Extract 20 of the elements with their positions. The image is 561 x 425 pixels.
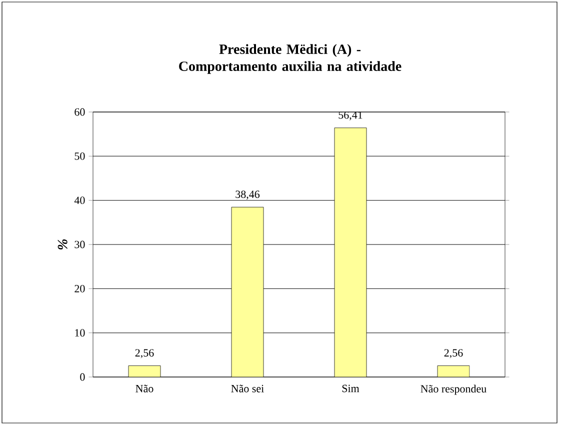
x-tick-label: Sim (342, 384, 360, 392)
data-label: 38,46 (236, 190, 260, 200)
y-tick-label: 10 (75, 329, 85, 337)
bar (334, 128, 367, 377)
y-tick-label: 20 (74, 284, 85, 292)
x-tick-label: Não (136, 384, 154, 392)
chart-title: Presidente Mëdici (A) - Comportamento auxilia na atividade (179, 44, 402, 74)
bar (128, 366, 161, 377)
y-tick-label: 60 (74, 108, 85, 116)
x-tick-label: Não sei (231, 384, 264, 392)
data-label: 2,56 (135, 349, 154, 358)
bar (231, 206, 264, 377)
y-tick-label: 50 (74, 152, 85, 160)
y-tick-label: 0 (80, 373, 85, 381)
y-tick-label: 30 (74, 240, 85, 248)
x-tick-label: Não respondeu (420, 384, 486, 395)
data-label: 2,56 (444, 349, 463, 358)
y-tick-label: 40 (74, 196, 85, 204)
bar (437, 365, 470, 377)
y-axis-title: % (58, 239, 68, 250)
